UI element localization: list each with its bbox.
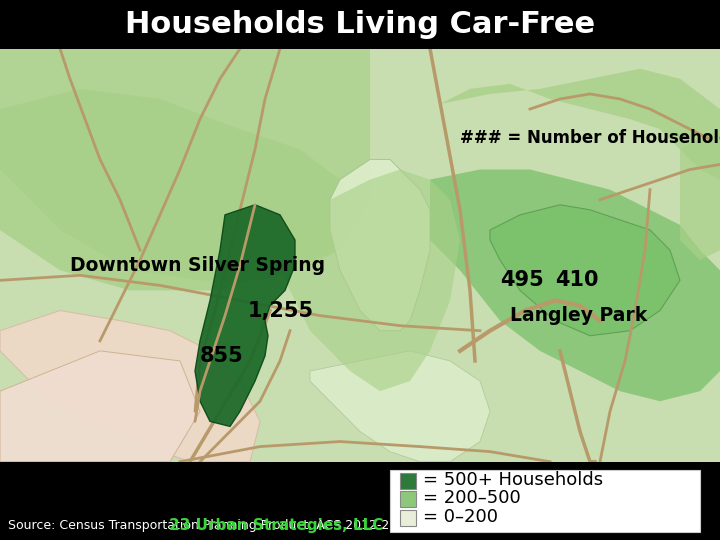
Bar (400, 472, 416, 489)
Text: Households Living Car-Free: Households Living Car-Free (125, 10, 595, 39)
FancyBboxPatch shape (390, 470, 700, 532)
Polygon shape (430, 170, 720, 401)
Polygon shape (680, 129, 720, 260)
Polygon shape (0, 351, 200, 462)
Polygon shape (0, 89, 360, 291)
Text: = 0–200: = 0–200 (423, 508, 498, 526)
Polygon shape (490, 205, 680, 336)
Polygon shape (330, 159, 430, 330)
Text: = 200–500: = 200–500 (423, 489, 521, 507)
Polygon shape (0, 310, 260, 462)
Text: 855: 855 (200, 346, 244, 366)
Text: = 500+ Households: = 500+ Households (423, 471, 603, 489)
Text: ### = Number of Households: ### = Number of Households (460, 129, 720, 147)
Bar (400, 510, 416, 526)
Text: Langley Park: Langley Park (510, 306, 647, 325)
Polygon shape (280, 170, 460, 391)
Polygon shape (310, 351, 490, 462)
Polygon shape (0, 49, 370, 280)
Polygon shape (430, 69, 720, 180)
Text: 410: 410 (555, 271, 598, 291)
Text: 23 Urban Strategies, LLC: 23 Urban Strategies, LLC (168, 518, 383, 534)
Text: Source: Census Transportation Planning Product, ACS 2012-2016 5-Year Estimates: Source: Census Transportation Planning P… (8, 519, 521, 532)
Bar (400, 491, 416, 507)
Text: 495: 495 (500, 271, 544, 291)
Text: Downtown Silver Spring: Downtown Silver Spring (70, 256, 325, 275)
Text: 1,255: 1,255 (248, 301, 314, 321)
Polygon shape (195, 205, 295, 427)
